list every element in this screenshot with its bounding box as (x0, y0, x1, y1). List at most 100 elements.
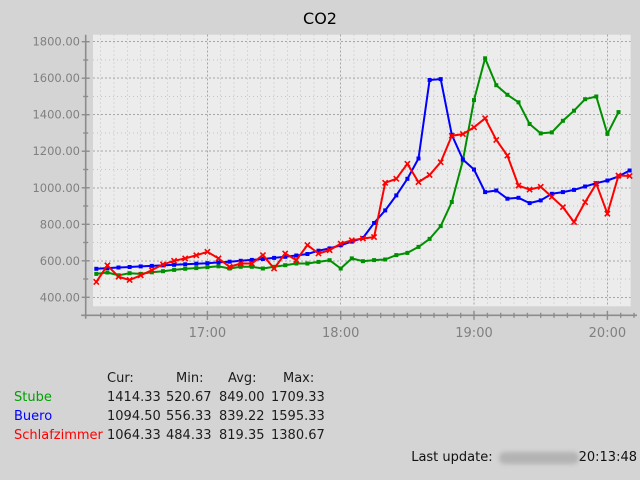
marker-schlafzimmer (215, 255, 222, 262)
marker-buero (194, 261, 199, 266)
marker-stube (372, 258, 377, 263)
marker-stube (194, 266, 199, 271)
marker-schlafzimmer (570, 218, 578, 226)
stats-header-min: Min: (176, 371, 204, 386)
marker-schlafzimmer (337, 240, 344, 247)
marker-buero (405, 176, 410, 181)
series-label-stube: Stube (14, 390, 52, 405)
marker-stube (549, 130, 554, 135)
marker-stube (294, 261, 299, 266)
marker-stube (438, 224, 443, 229)
marker-stube (127, 271, 132, 276)
marker-schlafzimmer (348, 237, 355, 244)
marker-stube (272, 264, 277, 269)
last-update: Last update: 20:13:48 (0, 450, 637, 465)
marker-schlafzimmer (437, 159, 444, 166)
marker-stube (594, 94, 599, 99)
y-axis-tick-label: 1200.00 (32, 144, 80, 158)
marker-buero (105, 266, 110, 271)
stat-cur-schlafzimmer: 1064.33 (107, 428, 161, 443)
series-label-buero: Buero (14, 409, 53, 424)
marker-buero (460, 157, 465, 162)
marker-stube (472, 98, 476, 103)
marker-stube (483, 56, 488, 61)
marker-stube (305, 261, 310, 266)
marker-schlafzimmer (593, 180, 600, 187)
marker-stube (172, 267, 177, 272)
marker-stube (583, 97, 588, 102)
marker-schlafzimmer (426, 171, 433, 179)
marker-buero (272, 255, 277, 260)
marker-schlafzimmer (248, 260, 256, 267)
marker-schlafzimmer (626, 172, 633, 180)
y-axis-tick-label: 600.00 (40, 254, 80, 268)
marker-stube (260, 266, 265, 271)
marker-buero (472, 167, 476, 172)
marker-buero (583, 184, 588, 189)
marker-stube (327, 258, 332, 263)
marker-buero (238, 258, 243, 263)
stats-header-max: Max: (283, 371, 315, 386)
marker-stube (338, 266, 343, 271)
marker-buero (294, 253, 299, 258)
y-axis-tick-label: 1000.00 (32, 181, 80, 195)
marker-stube (183, 266, 188, 271)
y-axis-tick-label: 400.00 (40, 290, 80, 304)
marker-schlafzimmer (182, 255, 189, 262)
x-axis-tick-label: 17:00 (189, 326, 226, 341)
marker-schlafzimmer (315, 250, 322, 257)
stats-header-row: Cur: Min: Avg: Max: (0, 369, 360, 388)
marker-stube (205, 265, 210, 270)
stat-avg-stube: 849.00 (219, 390, 265, 405)
marker-buero (349, 239, 354, 244)
marker-buero (227, 259, 232, 264)
marker-buero (549, 191, 554, 196)
marker-buero (127, 265, 132, 269)
marker-buero (572, 187, 576, 192)
marker-stube (416, 244, 421, 249)
marker-buero (138, 264, 143, 269)
marker-buero (483, 190, 488, 195)
marker-buero (205, 261, 210, 266)
marker-schlafzimmer (481, 115, 489, 122)
marker-schlafzimmer (537, 183, 544, 191)
marker-schlafzimmer (559, 203, 567, 211)
marker-buero (327, 246, 332, 251)
marker-buero (427, 78, 432, 82)
marker-buero (527, 201, 532, 206)
marker-schlafzimmer (548, 193, 555, 201)
marker-schlafzimmer (526, 186, 533, 193)
marker-stube (227, 266, 232, 271)
marker-schlafzimmer (159, 261, 167, 268)
marker-schlafzimmer (282, 250, 289, 257)
marker-buero (116, 265, 121, 270)
marker-buero (560, 190, 565, 195)
marker-stube (516, 100, 521, 105)
marker-schlafzimmer (326, 247, 333, 254)
marker-schlafzimmer (415, 178, 422, 186)
marker-stube (138, 271, 143, 276)
last-update-time: 20:13:48 (578, 450, 637, 465)
marker-buero (416, 156, 421, 161)
marker-schlafzimmer (504, 152, 511, 159)
marker-schlafzimmer (148, 266, 156, 274)
redacted-date-blob (498, 451, 579, 464)
marker-buero (372, 221, 377, 225)
marker-schlafzimmer (93, 278, 100, 286)
marker-schlafzimmer (381, 179, 389, 186)
marker-stube (405, 250, 410, 255)
marker-schlafzimmer (304, 241, 311, 249)
marker-stube (572, 108, 576, 113)
stats-header-avg: Avg: (228, 371, 257, 386)
marker-buero (438, 77, 443, 82)
stat-max-buero: 1595.33 (271, 409, 325, 424)
co2-chart: 1800.00 1600.00 1400.00 1200.00 1000.00 800.0… (32, 9, 637, 341)
marker-buero (627, 168, 632, 173)
series-label-schlafzimmer: Schlafzimmer (14, 428, 103, 443)
y-axis-tick-label: 1800.00 (32, 35, 80, 49)
stat-min-buero: 556.33 (166, 409, 212, 424)
marker-buero (172, 262, 177, 267)
marker-schlafzimmer (581, 199, 589, 206)
marker-stube (283, 263, 288, 268)
marker-buero (394, 193, 399, 198)
